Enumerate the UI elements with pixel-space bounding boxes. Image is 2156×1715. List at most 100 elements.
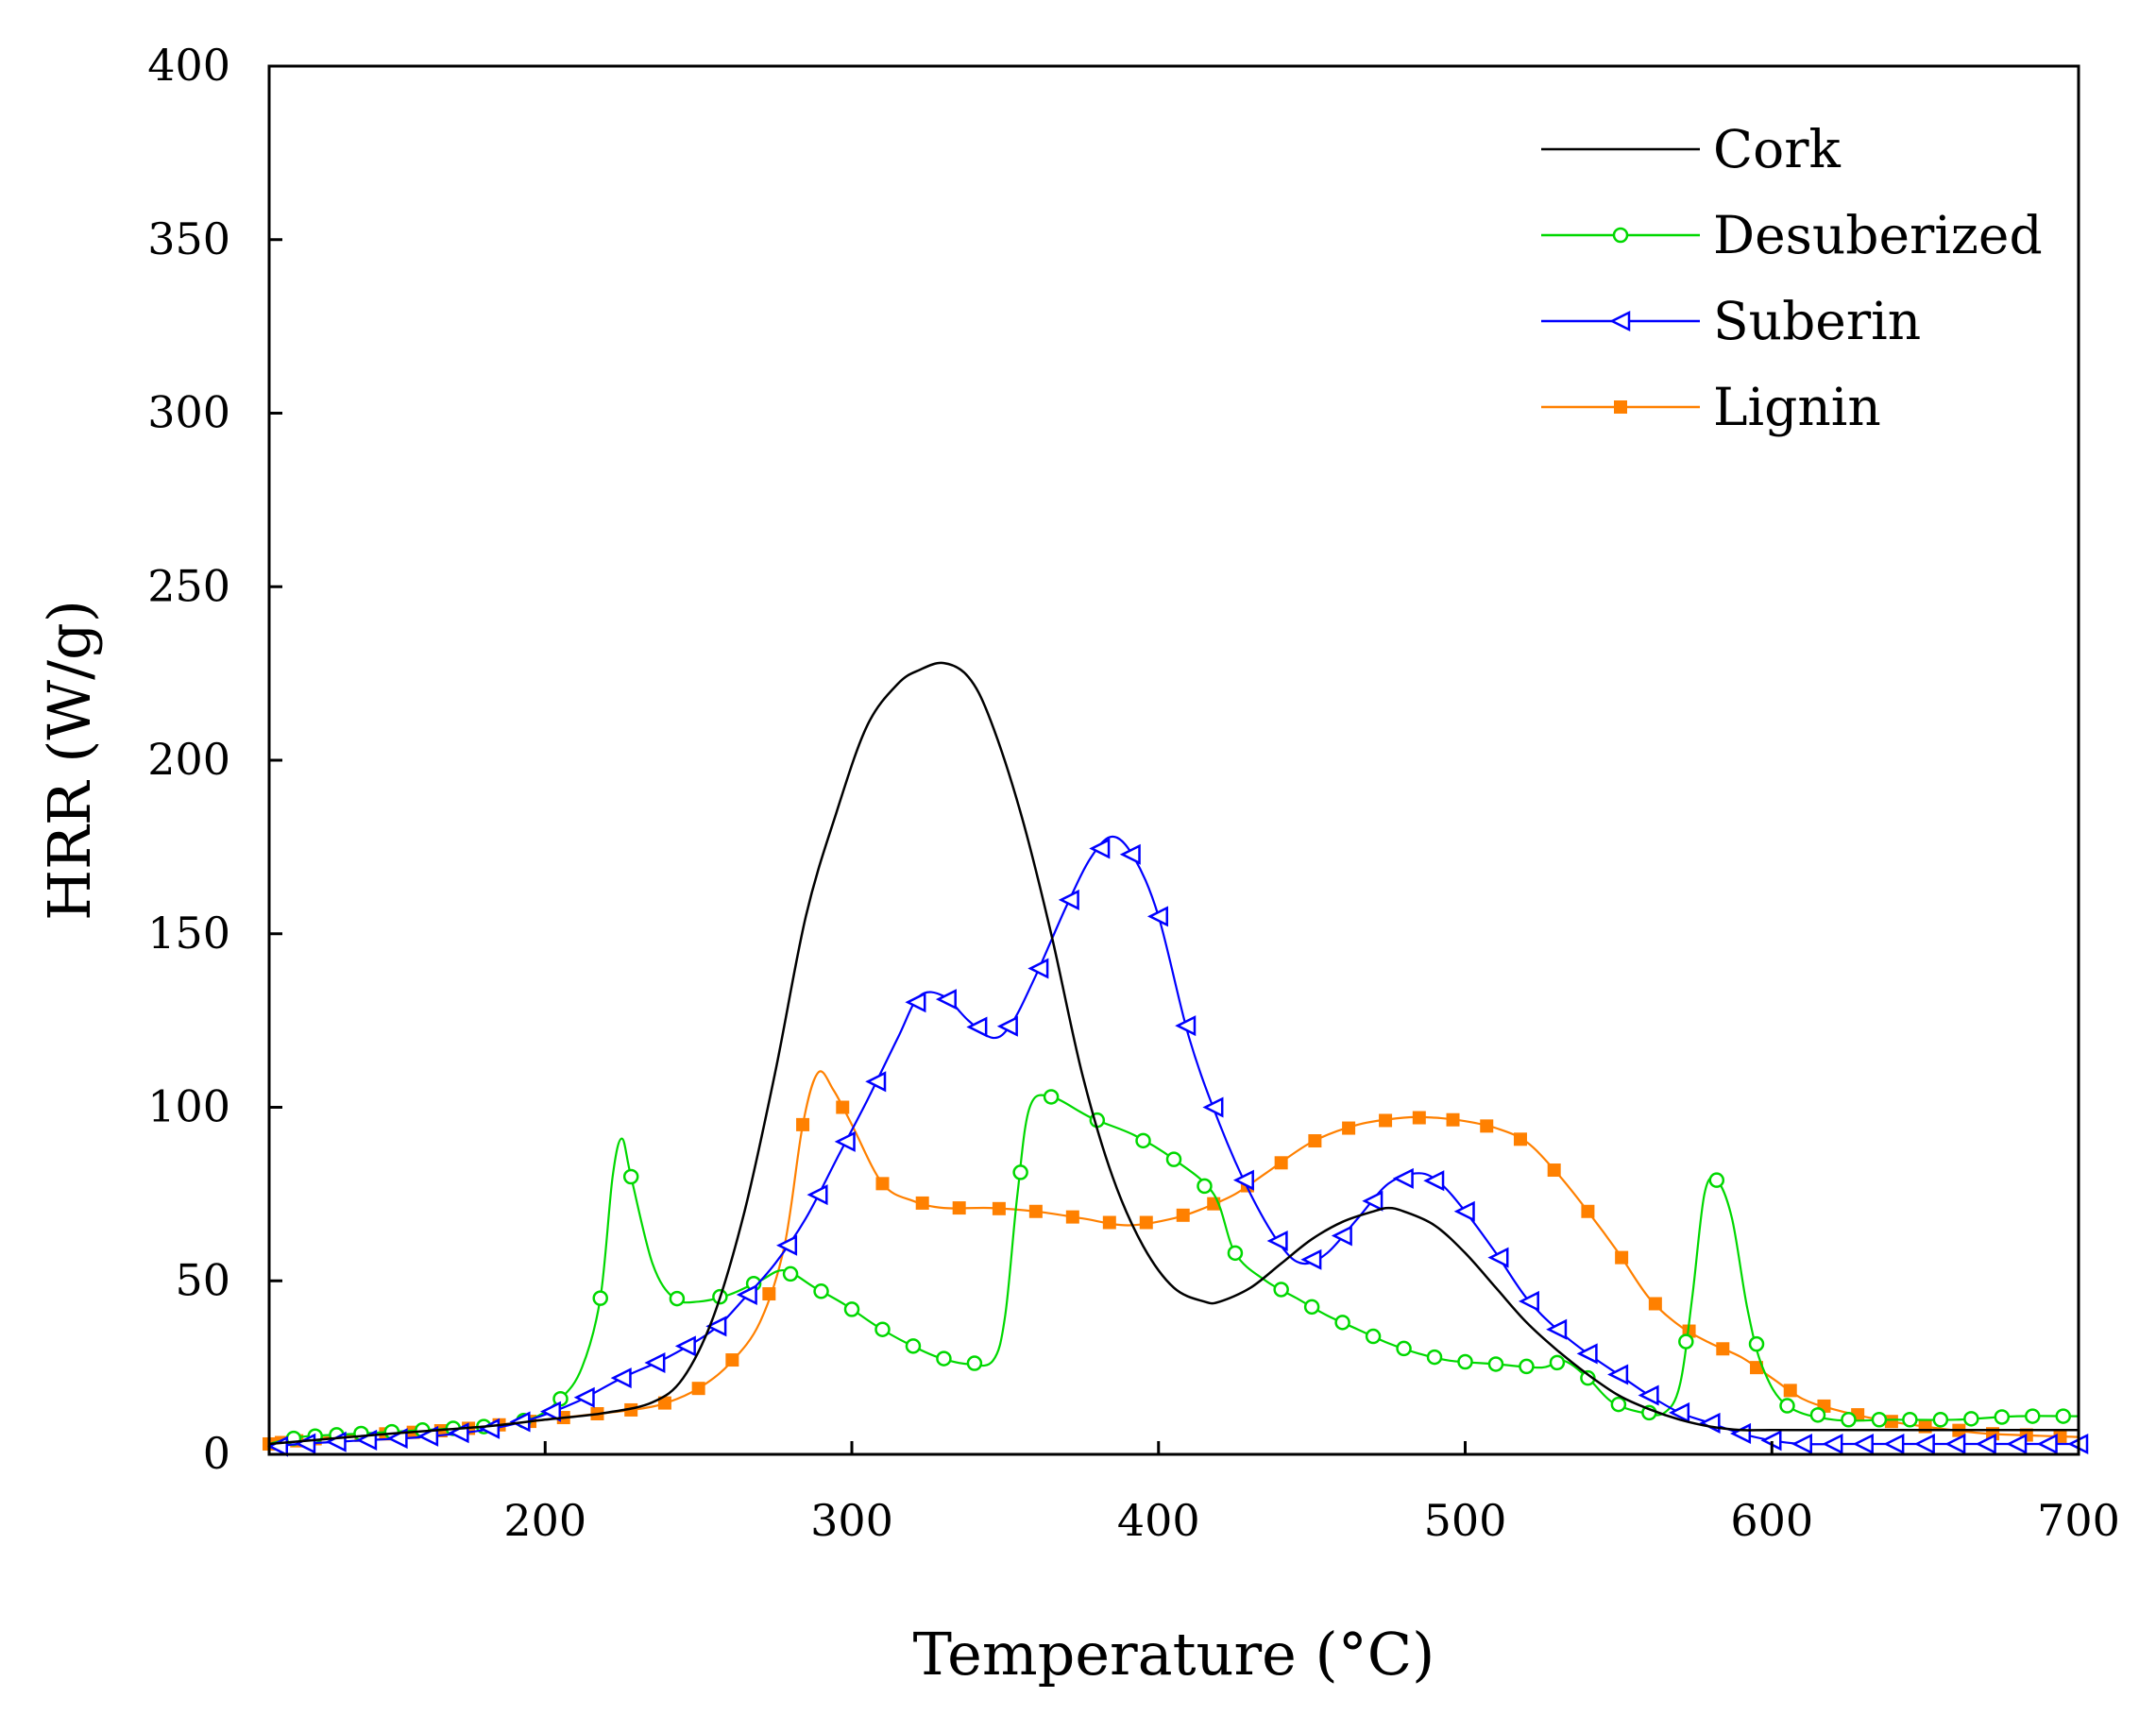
lignin-marker xyxy=(1102,1215,1116,1230)
desuberized-marker xyxy=(1748,1335,1765,1352)
suberin-marker xyxy=(865,1071,887,1093)
axis-ticks: 200 300 400 500 600 700 0 50 100 150 200 250 300 350 4… xyxy=(147,40,2120,1546)
desuberized-marker xyxy=(966,1355,983,1371)
desuberized-marker xyxy=(1487,1356,1504,1372)
legend-marker-suberin xyxy=(1609,310,1631,332)
suberin-marker xyxy=(1669,1401,1690,1423)
desuberized-marker xyxy=(1809,1407,1826,1423)
suberin-marker xyxy=(1791,1433,1812,1454)
x-tick-label: 300 xyxy=(810,1495,893,1546)
desuberized-marker xyxy=(1779,1398,1795,1414)
lignin-marker xyxy=(1783,1384,1797,1398)
desuberized-marker xyxy=(1963,1411,1979,1427)
desuberized-marker xyxy=(1012,1164,1028,1180)
suberin-marker xyxy=(806,1184,828,1206)
legend-label-suberin: Suberin xyxy=(1713,291,1921,351)
suberin-marker xyxy=(834,1130,856,1152)
y-tick-label: 350 xyxy=(147,213,230,264)
x-tick-label: 600 xyxy=(1730,1495,1813,1546)
lignin-marker xyxy=(1379,1113,1393,1128)
legend-label-cork: Cork xyxy=(1713,119,1841,179)
lignin-marker xyxy=(1480,1119,1494,1133)
suberin-marker xyxy=(705,1316,727,1337)
suberin-marker xyxy=(905,992,926,1013)
legend-item-suberin: Suberin xyxy=(1541,291,1921,351)
suberin-marker xyxy=(1175,1015,1197,1037)
lignin-marker xyxy=(836,1100,850,1114)
desuberized-marker xyxy=(782,1265,799,1282)
suberin-marker xyxy=(1944,1433,1966,1454)
suberin-marker xyxy=(1913,1433,1935,1454)
suberin-marker xyxy=(1487,1247,1509,1268)
desuberized-marker xyxy=(936,1350,952,1367)
lignin-marker xyxy=(1581,1204,1595,1218)
suberin-marker xyxy=(935,989,957,1010)
legend-label-lignin: Lignin xyxy=(1713,377,1881,437)
suberin-marker xyxy=(1266,1230,1288,1252)
legend-item-cork: Cork xyxy=(1541,119,1841,179)
desuberized-marker xyxy=(1303,1299,1320,1316)
desuberized-marker xyxy=(1549,1354,1566,1371)
suberin-marker xyxy=(610,1367,632,1389)
desuberized-marker xyxy=(843,1301,860,1317)
lignin-marker xyxy=(1648,1297,1662,1311)
suberin-marker xyxy=(1392,1167,1414,1189)
legend-marker-lignin xyxy=(1614,400,1627,414)
x-tick-label: 700 xyxy=(2037,1495,2120,1546)
y-tick-label: 250 xyxy=(147,560,230,611)
lignin-marker xyxy=(762,1287,776,1301)
suberin-marker xyxy=(996,1015,1018,1037)
x-tick-label: 200 xyxy=(503,1495,586,1546)
lignin-marker xyxy=(1274,1156,1288,1170)
desuberized-marker xyxy=(592,1290,608,1306)
y-tick-label: 150 xyxy=(147,908,230,959)
suberin-marker xyxy=(1058,889,1079,910)
suberin-marker xyxy=(539,1401,562,1422)
desuberized-marker xyxy=(669,1290,686,1307)
lignin-marker xyxy=(1065,1210,1079,1224)
suberin-marker xyxy=(1607,1364,1629,1385)
desuberized-marker xyxy=(1871,1412,1888,1428)
suberin-marker xyxy=(2036,1433,2058,1454)
lignin-line xyxy=(268,1070,2080,1446)
suberin-marker xyxy=(736,1283,757,1305)
suberin-marker xyxy=(573,1386,595,1408)
suberin-marker xyxy=(1852,1433,1874,1454)
desuberized-marker xyxy=(1334,1315,1350,1331)
desuberized-marker xyxy=(874,1321,891,1337)
legend-label-desuberized: Desuberized xyxy=(1713,205,2043,265)
suberin-marker xyxy=(1146,906,1169,927)
suberin-marker xyxy=(1089,838,1111,859)
series-suberin xyxy=(266,835,2089,1457)
lignin-marker xyxy=(1139,1215,1153,1230)
y-tick-label: 50 xyxy=(175,1254,230,1305)
lignin-marker xyxy=(796,1117,810,1131)
desuberized-marker xyxy=(1273,1282,1289,1298)
desuberized-marker xyxy=(622,1168,639,1185)
suberin-marker xyxy=(1883,1433,1905,1454)
desuberized-marker xyxy=(1135,1132,1151,1149)
suberin-marker xyxy=(1576,1343,1598,1365)
desuberized-marker xyxy=(1396,1340,1412,1357)
desuberized-marker xyxy=(1841,1412,1857,1428)
x-tick-label: 400 xyxy=(1117,1495,1200,1546)
suberin-marker xyxy=(1423,1170,1445,1192)
desuberized-line xyxy=(268,1094,2080,1446)
lignin-marker xyxy=(1547,1163,1561,1178)
suberin-marker xyxy=(1202,1096,1224,1118)
lignin-marker xyxy=(725,1353,739,1367)
y-tick-label: 400 xyxy=(147,40,230,91)
desuberized-marker xyxy=(1165,1151,1182,1167)
suberin-marker xyxy=(1027,958,1049,979)
legend: Cork Desuberized Suberin Lignin xyxy=(1541,119,2043,437)
desuberized-marker xyxy=(1610,1396,1627,1413)
lignin-marker xyxy=(1615,1250,1629,1265)
desuberized-marker xyxy=(1519,1358,1535,1375)
suberin-marker xyxy=(1119,843,1141,865)
suberin-marker xyxy=(776,1234,798,1256)
lignin-marker xyxy=(691,1382,705,1396)
y-tick-label: 300 xyxy=(147,387,230,438)
lignin-marker xyxy=(1412,1111,1426,1125)
legend-marker-desuberized xyxy=(1612,227,1629,244)
